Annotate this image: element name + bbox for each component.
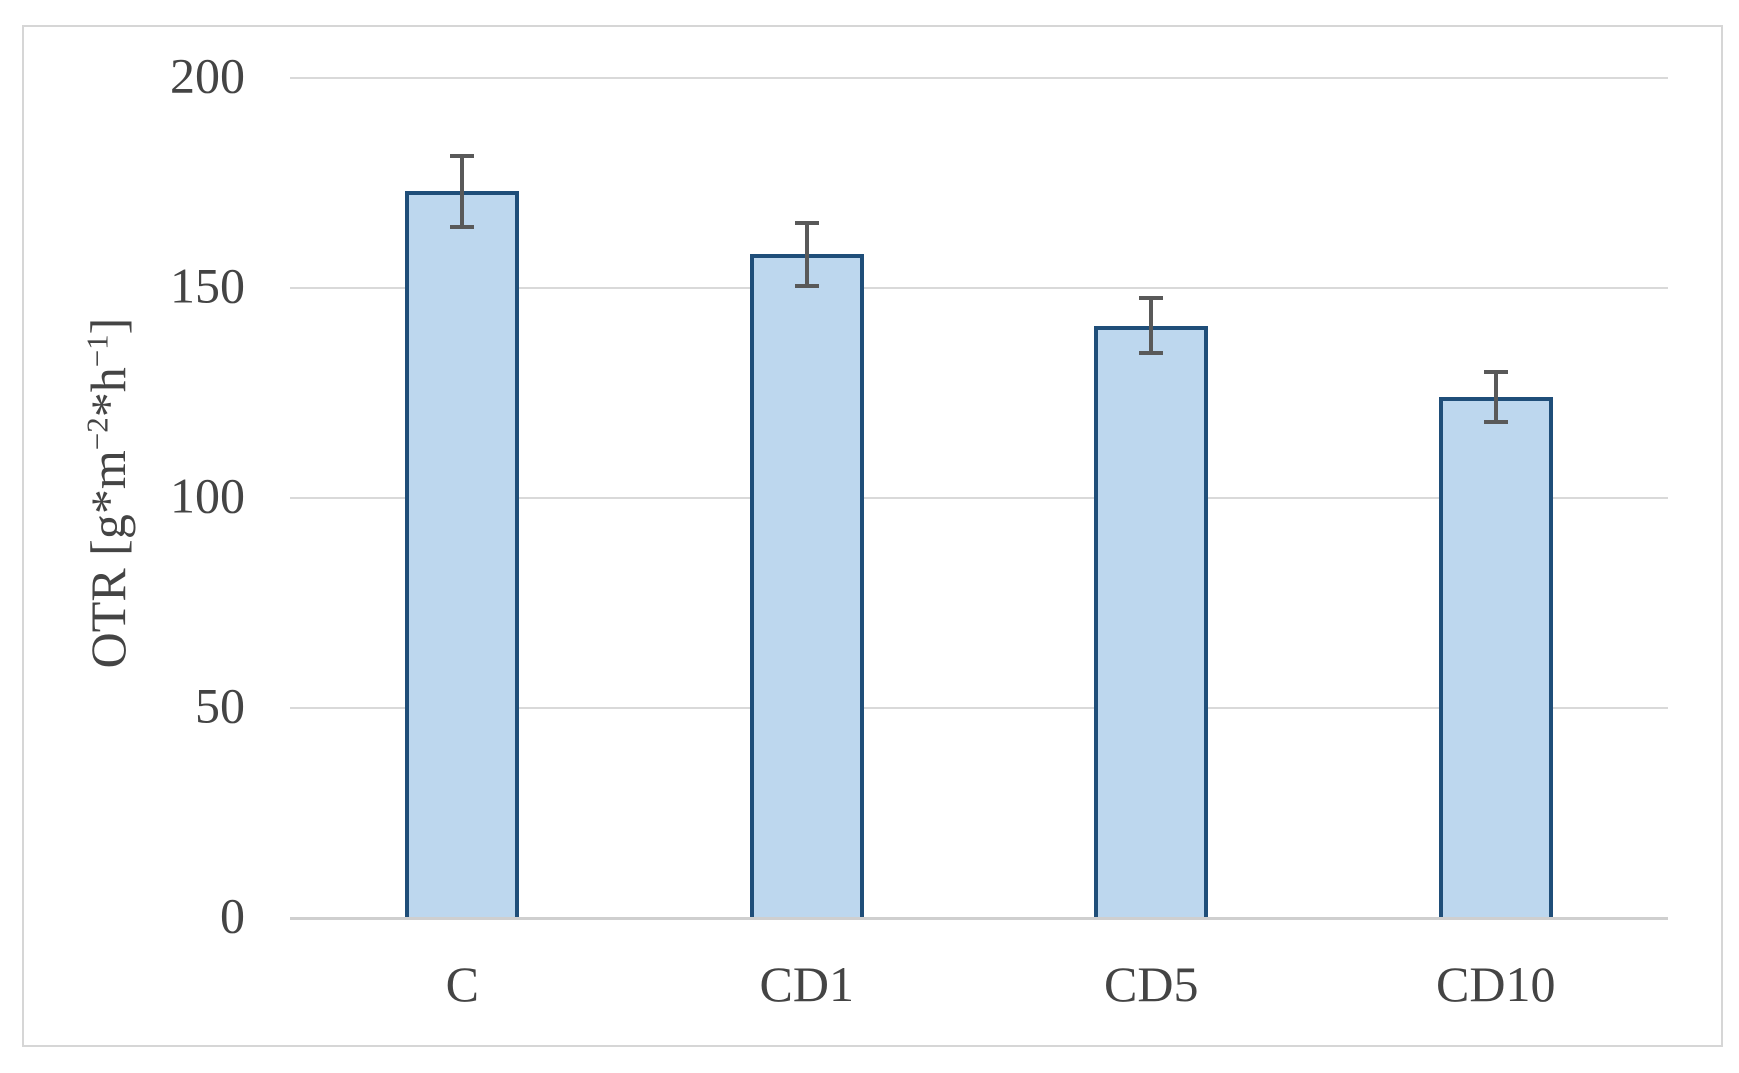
y-axis-title: OTR [g*m−2*h−1] [79, 318, 137, 669]
x-tick-label-CD1: CD1 [759, 956, 854, 1012]
error-bar-cap [794, 220, 819, 225]
error-bar-CD10 [1483, 369, 1508, 425]
x-tick-label-CD5: CD5 [1104, 956, 1199, 1012]
x-tick-label-CD10: CD10 [1436, 956, 1556, 1012]
error-bar-cap [450, 225, 475, 230]
error-bar-stem [1149, 296, 1154, 356]
error-bar-cap [1483, 420, 1508, 425]
y-axis-title-text: OTR [g*m [80, 450, 136, 669]
y-axis-title-superscript: −1 [79, 334, 115, 368]
error-bar-cap [794, 283, 819, 288]
plot-frame: 0 50 100 150 200 C CD1 CD5 CD10 OTR [g*m−2*h−1] [22, 25, 1723, 1047]
error-bar-cap [1139, 296, 1164, 301]
bar-CD10 [1438, 397, 1553, 918]
error-bar-stem [804, 220, 809, 288]
error-bar-CD5 [1139, 296, 1164, 356]
gridline [290, 497, 1668, 499]
error-bar-cap [1483, 369, 1508, 374]
y-tick-label: 50 [195, 677, 245, 734]
bar-C [405, 191, 520, 918]
y-axis-title-text: *h [80, 367, 136, 418]
y-tick-label: 100 [170, 467, 245, 524]
gridline [290, 77, 1668, 79]
error-bar-CD1 [794, 220, 819, 288]
y-tick-label: 0 [220, 887, 245, 944]
error-bar-cap [1139, 351, 1164, 356]
gridline [290, 287, 1668, 289]
x-axis-line [290, 917, 1668, 920]
error-bar-stem [460, 153, 465, 230]
error-bar-C [450, 153, 475, 230]
error-bar-cap [450, 153, 475, 158]
bar-CD5 [1094, 325, 1209, 918]
gridline [290, 707, 1668, 709]
bar-CD1 [749, 254, 864, 918]
x-tick-label-C: C [445, 956, 479, 1012]
y-axis-title-superscript: −2 [79, 417, 115, 451]
error-bar-stem [1493, 369, 1498, 425]
y-tick-label: 150 [170, 257, 245, 314]
y-tick-label: 200 [170, 47, 245, 104]
y-axis-title-text: ] [80, 317, 136, 335]
